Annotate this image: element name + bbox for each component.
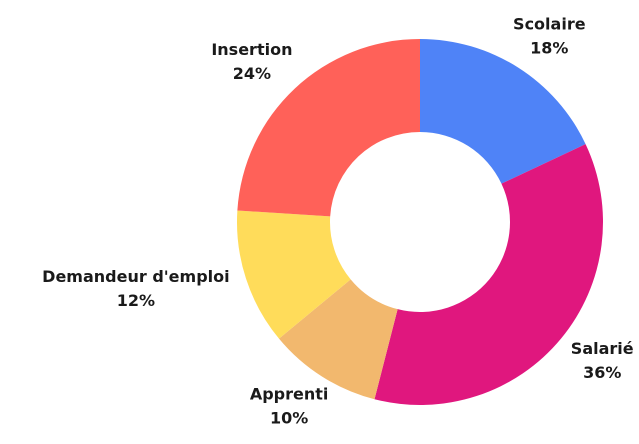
donut-slice <box>237 39 420 217</box>
slice-value-label: 36% <box>583 363 621 382</box>
donut-slice <box>237 210 351 339</box>
slice-value-label: 18% <box>530 39 568 58</box>
slice-label: Scolaire <box>513 15 586 34</box>
slice-value-label: 24% <box>233 64 271 83</box>
slice-label: Demandeur d'emploi <box>42 267 229 286</box>
donut-slice <box>278 279 398 400</box>
slice-label: Salarié <box>571 339 634 358</box>
donut-slice <box>420 39 586 184</box>
slice-value-label: 10% <box>270 408 308 427</box>
slice-label: Insertion <box>211 40 292 59</box>
slice-value-label: 12% <box>117 291 155 310</box>
slice-label: Apprenti <box>250 384 329 403</box>
donut-slice <box>374 144 603 405</box>
